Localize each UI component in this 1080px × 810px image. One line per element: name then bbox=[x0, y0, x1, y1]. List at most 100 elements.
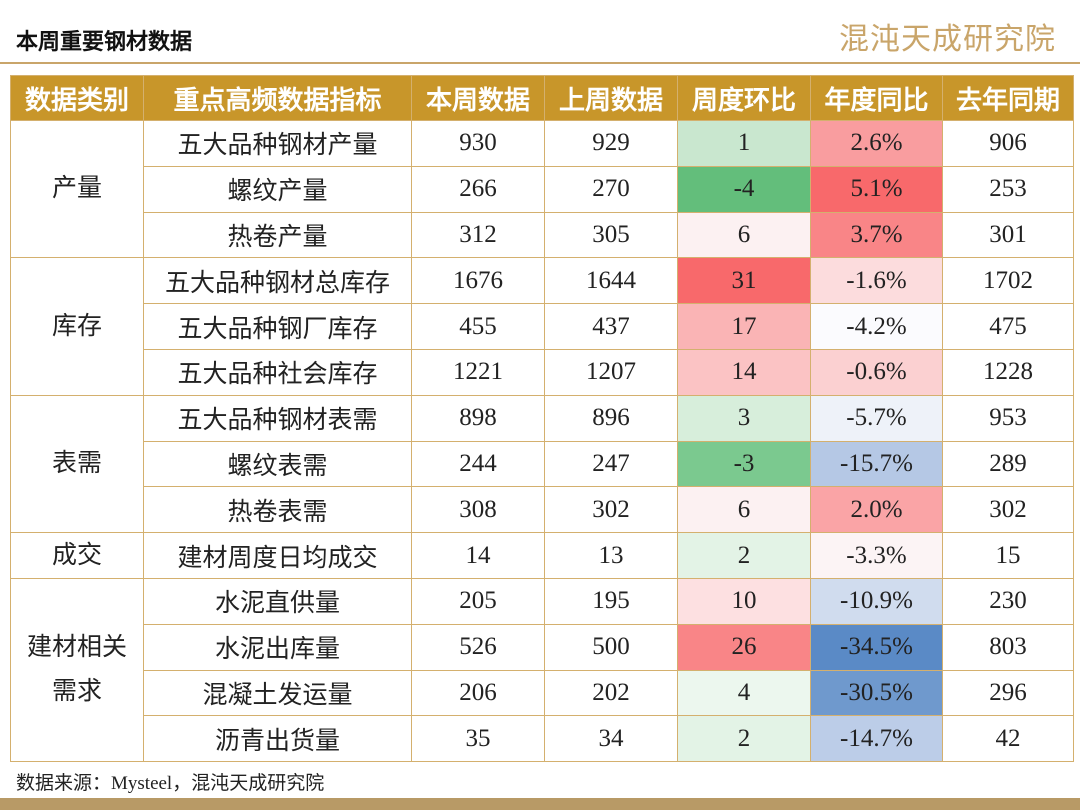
this-week-cell: 308 bbox=[411, 486, 545, 534]
last-week-cell: 195 bbox=[544, 577, 678, 625]
last-year-cell: 1702 bbox=[942, 257, 1074, 305]
indicator-cell: 五大品种钢材表需 bbox=[143, 394, 412, 442]
indicator-cell: 螺纹表需 bbox=[143, 440, 412, 488]
last-year-cell: 289 bbox=[942, 440, 1074, 488]
last-week-cell: 437 bbox=[544, 303, 678, 350]
table-row: 热卷表需 308 302 6 2.0% 302 bbox=[11, 486, 1074, 534]
wow-change-cell: -4 bbox=[677, 165, 811, 213]
indicator-cell: 热卷产量 bbox=[143, 211, 412, 259]
yoy-change-cell: -5.7% bbox=[810, 394, 943, 442]
this-week-cell: 930 bbox=[411, 120, 545, 167]
yoy-change-cell: 3.7% bbox=[810, 211, 943, 259]
table-body: 产量 五大品种钢材产量 930 929 1 2.6% 906 螺纹产量 266 270 -4 5.1%… bbox=[10, 119, 1074, 763]
indicator-cell: 建材周度日均成交 bbox=[143, 532, 412, 579]
last-year-cell: 296 bbox=[942, 669, 1074, 717]
last-week-cell: 270 bbox=[544, 165, 678, 213]
category-cell: 成交 bbox=[10, 532, 144, 579]
category-cell: 库存 bbox=[10, 257, 144, 396]
last-year-cell: 301 bbox=[942, 211, 1074, 259]
last-week-cell: 305 bbox=[544, 211, 678, 259]
last-year-cell: 253 bbox=[942, 165, 1074, 213]
yoy-change-cell: -14.7% bbox=[810, 715, 943, 763]
last-year-cell: 953 bbox=[942, 394, 1074, 442]
category-cell: 表需 bbox=[10, 394, 144, 534]
table-row: 螺纹表需 244 247 -3 -15.7% 289 bbox=[11, 440, 1074, 488]
yoy-change-cell: 2.6% bbox=[810, 120, 943, 167]
wow-change-cell: 6 bbox=[677, 486, 811, 534]
table-row: 表需 五大品种钢材表需 898 896 3 -5.7% 953 bbox=[10, 394, 1074, 534]
this-week-cell: 14 bbox=[411, 532, 545, 579]
this-week-cell: 206 bbox=[411, 669, 545, 717]
table-row: 库存 五大品种钢材总库存 1676 1644 31 -1.6% 1702 bbox=[10, 257, 1074, 396]
last-year-cell: 302 bbox=[942, 486, 1074, 534]
table-row: 热卷产量 312 305 6 3.7% 301 bbox=[11, 211, 1074, 259]
column-header: 数据类别 bbox=[10, 75, 144, 121]
yoy-change-cell: -15.7% bbox=[810, 440, 943, 488]
column-header: 上周数据 bbox=[544, 75, 678, 121]
column-header: 周度环比 bbox=[677, 75, 811, 121]
wow-change-cell: 14 bbox=[677, 348, 811, 396]
this-week-cell: 898 bbox=[411, 394, 545, 442]
column-header: 重点高频数据指标 bbox=[143, 75, 412, 121]
wow-change-cell: 1 bbox=[677, 120, 811, 167]
table-row: 产量 五大品种钢材产量 930 929 1 2.6% 906 bbox=[10, 119, 1074, 259]
last-year-cell: 230 bbox=[942, 577, 1074, 625]
this-week-cell: 205 bbox=[411, 577, 545, 625]
yoy-change-cell: -0.6% bbox=[810, 348, 943, 396]
yoy-change-cell: -4.2% bbox=[810, 303, 943, 350]
indicator-cell: 五大品种钢厂库存 bbox=[143, 303, 412, 350]
column-header: 年度同比 bbox=[810, 75, 943, 121]
yoy-change-cell: -10.9% bbox=[810, 577, 943, 625]
header-rule bbox=[0, 62, 1080, 64]
column-header: 本周数据 bbox=[411, 75, 545, 121]
category-label: 建材相关需求 bbox=[26, 634, 127, 706]
wow-change-cell: 2 bbox=[677, 532, 811, 579]
title: 本周重要钢材数据 bbox=[16, 29, 193, 54]
table-row: 五大品种钢厂库存 455 437 17 -4.2% 475 bbox=[11, 303, 1074, 350]
wow-change-cell: 17 bbox=[677, 303, 811, 350]
footer-band bbox=[0, 798, 1080, 810]
last-year-cell: 15 bbox=[942, 532, 1074, 579]
this-week-cell: 312 bbox=[411, 211, 545, 259]
last-year-cell: 475 bbox=[942, 303, 1074, 350]
table-row: 建材相关需求 水泥直供量 205 195 10 -10.9% 230 bbox=[10, 577, 1074, 763]
wow-change-cell: 6 bbox=[677, 211, 811, 259]
this-week-cell: 1676 bbox=[411, 257, 545, 305]
indicator-cell: 五大品种钢材产量 bbox=[143, 120, 412, 167]
this-week-cell: 526 bbox=[411, 623, 545, 671]
last-year-cell: 1228 bbox=[942, 348, 1074, 396]
wow-change-cell: 26 bbox=[677, 623, 811, 671]
indicator-cell: 沥青出货量 bbox=[143, 715, 412, 763]
table-row: 螺纹产量 266 270 -4 5.1% 253 bbox=[11, 165, 1074, 213]
indicator-cell: 螺纹产量 bbox=[143, 165, 412, 213]
last-week-cell: 896 bbox=[544, 394, 678, 442]
category-label: 产量 bbox=[51, 175, 102, 203]
category-label: 成交 bbox=[51, 541, 102, 569]
last-week-cell: 500 bbox=[544, 623, 678, 671]
indicator-cell: 混凝土发运量 bbox=[143, 669, 412, 717]
this-week-cell: 266 bbox=[411, 165, 545, 213]
wow-change-cell: -3 bbox=[677, 440, 811, 488]
indicator-cell: 五大品种钢材总库存 bbox=[143, 257, 412, 305]
last-week-cell: 1644 bbox=[544, 257, 678, 305]
last-week-cell: 929 bbox=[544, 120, 678, 167]
yoy-change-cell: -1.6% bbox=[810, 257, 943, 305]
table-row: 水泥出库量 526 500 26 -34.5% 803 bbox=[11, 623, 1074, 671]
this-week-cell: 1221 bbox=[411, 348, 545, 396]
last-week-cell: 34 bbox=[544, 715, 678, 763]
yoy-change-cell: 5.1% bbox=[810, 165, 943, 213]
table-row: 混凝土发运量 206 202 4 -30.5% 296 bbox=[11, 669, 1074, 717]
indicator-cell: 水泥直供量 bbox=[143, 577, 412, 625]
wow-change-cell: 2 bbox=[677, 715, 811, 763]
table-row: 成交 建材周度日均成交 14 13 2 -3.3% 15 bbox=[10, 532, 1074, 579]
last-week-cell: 1207 bbox=[544, 348, 678, 396]
last-week-cell: 13 bbox=[544, 532, 678, 579]
yoy-change-cell: 2.0% bbox=[810, 486, 943, 534]
table-row: 五大品种社会库存 1221 1207 14 -0.6% 1228 bbox=[11, 348, 1074, 396]
wow-change-cell: 4 bbox=[677, 669, 811, 717]
indicator-cell: 热卷表需 bbox=[143, 486, 412, 534]
indicator-cell: 五大品种社会库存 bbox=[143, 348, 412, 396]
this-week-cell: 35 bbox=[411, 715, 545, 763]
last-week-cell: 302 bbox=[544, 486, 678, 534]
